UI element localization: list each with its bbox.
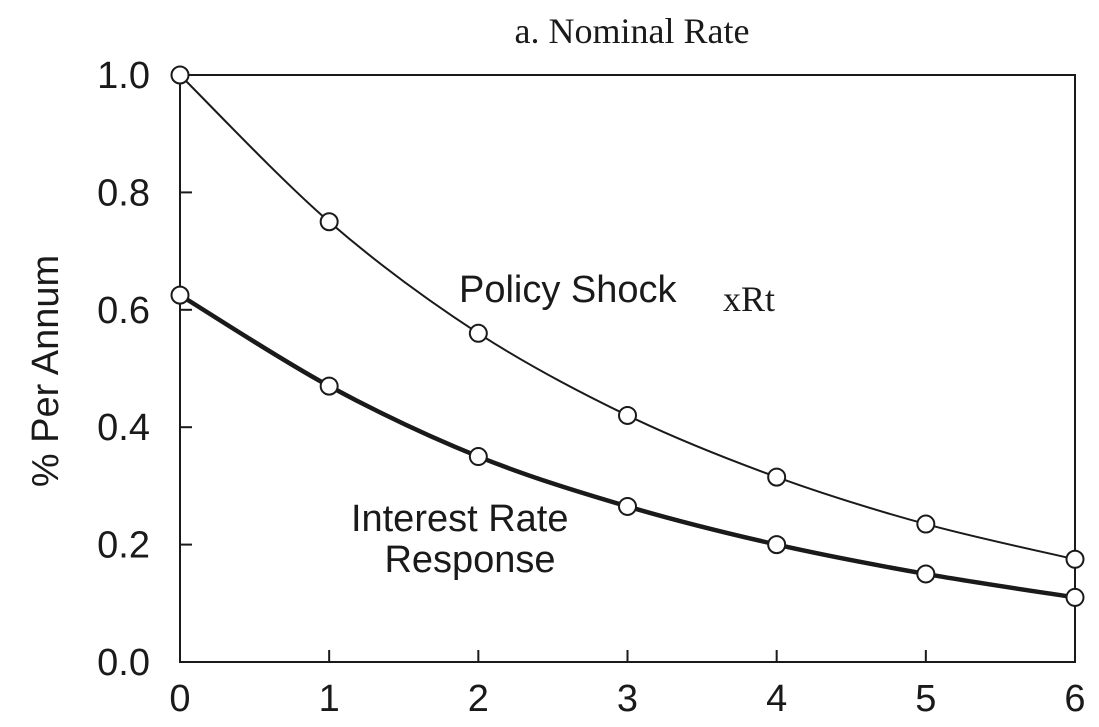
y-tick-label: 0.6 (97, 290, 150, 332)
data-point-marker (618, 496, 637, 516)
annotation-line-1: Interest Rate (351, 498, 569, 540)
chart-title: a. Nominal Rate (515, 11, 750, 51)
annotation-policy-shock: Policy Shock xRt (459, 269, 775, 319)
series-layer (178, 74, 1076, 600)
x-tick-label: 2 (468, 678, 489, 720)
x-axis: 0 1 2 3 4 5 6 (169, 650, 1086, 720)
marker-layer (170, 65, 1085, 607)
data-point-marker (319, 212, 339, 232)
y-tick-label: 0.0 (97, 642, 150, 684)
x-tick-label: 0 (169, 678, 190, 720)
data-point-marker (1065, 549, 1085, 569)
y-tick-label: 0.2 (97, 525, 150, 567)
data-point-marker (1065, 587, 1085, 607)
y-tick-label: 0.8 (97, 172, 150, 214)
x-tick-label: 3 (617, 678, 638, 720)
data-point-marker (916, 514, 936, 534)
data-point-marker (916, 564, 936, 584)
data-point-marker (170, 285, 190, 305)
y-axis: 0.0 0.2 0.4 0.6 0.8 1.0 (97, 55, 192, 684)
data-point-marker (767, 467, 787, 487)
annotation-interest-rate-response: Interest Rate Response (351, 498, 579, 581)
data-point-marker (618, 405, 637, 425)
series-line-policy-shock (179, 74, 1076, 561)
data-point-marker (319, 376, 339, 396)
x-tick-label: 1 (319, 678, 340, 720)
data-point-marker (468, 323, 488, 343)
x-tick-label: 4 (766, 678, 787, 720)
annotation-line-2: Response (384, 539, 555, 581)
annotation-policy-shock-symbol: xRt (723, 279, 775, 319)
x-tick-label: 6 (1064, 678, 1085, 720)
y-tick-label: 1.0 (97, 55, 150, 97)
data-point-marker (170, 65, 190, 85)
data-point-marker (468, 447, 488, 467)
plot-frame (179, 74, 1076, 663)
x-tick-label: 5 (915, 678, 936, 720)
series-line-interest-rate-response (178, 293, 1076, 600)
annotation-policy-shock-label: Policy Shock (459, 269, 678, 311)
data-point-marker (767, 535, 787, 555)
y-tick-label: 0.4 (97, 407, 150, 449)
y-axis-label: % Per Annum (25, 255, 67, 487)
